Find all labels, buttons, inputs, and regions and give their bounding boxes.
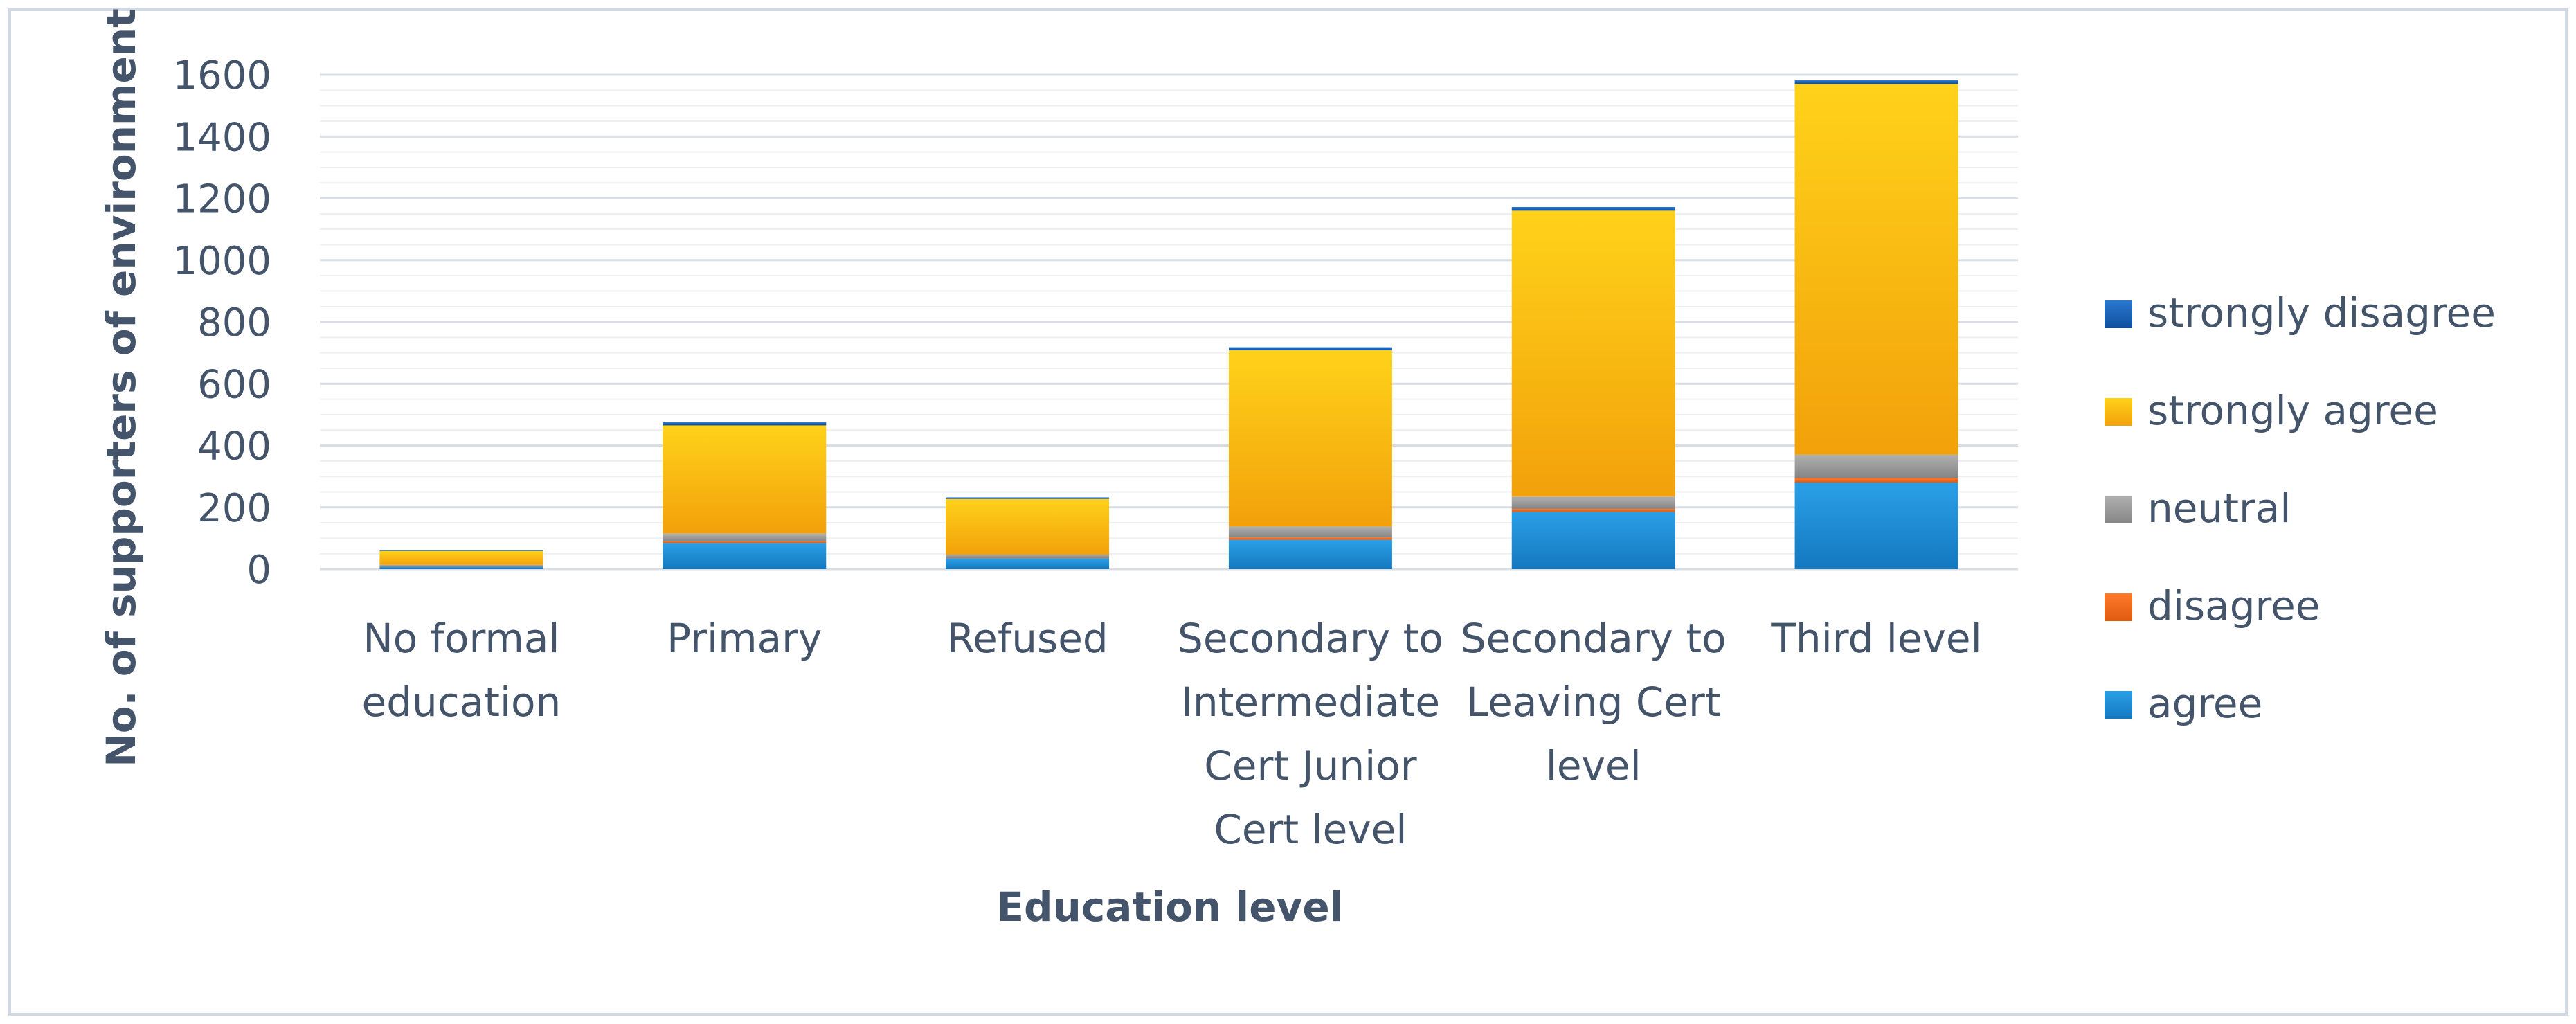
bar-disagree-3 (1228, 537, 1392, 540)
legend-label-strongly-agree: strongly agree (2147, 387, 2438, 434)
bar-strongly-agree-2 (946, 498, 1110, 555)
legend-label-neutral: neutral (2147, 485, 2291, 532)
bar-strongly-agree-0 (379, 550, 543, 565)
bar-agree-4 (1511, 512, 1675, 569)
bar-agree-2 (946, 558, 1110, 569)
bar-strongly-disagree-2 (946, 497, 1110, 499)
x-tick-label: Secondary to Leaving Cert level (1461, 615, 1727, 789)
bar-strongly-disagree-5 (1794, 80, 1958, 84)
legend-label-disagree: disagree (2147, 582, 2320, 629)
bar-strongly-disagree-3 (1228, 347, 1392, 351)
bar-neutral-4 (1511, 496, 1675, 509)
y-tick-label: 1200 (172, 177, 271, 222)
bar-neutral-1 (663, 533, 827, 541)
y-tick-label: 600 (197, 362, 271, 407)
bars (379, 80, 1958, 569)
x-axis-labels: No formal education Primary Refused Secondar… (362, 615, 1982, 853)
bar-strongly-agree-3 (1228, 350, 1392, 527)
y-tick-label: 400 (197, 424, 271, 469)
y-axis-title: No. of supporters of environment (98, 8, 145, 767)
x-tick-label: Third level (1770, 615, 1981, 662)
bar-neutral-0 (379, 564, 543, 566)
y-tick-label: 0 (246, 548, 271, 593)
x-tick-label: Refused (946, 615, 1108, 662)
bar-disagree-1 (663, 541, 827, 544)
legend-swatch-neutral (2105, 496, 2132, 523)
grid (320, 73, 2018, 571)
y-tick-label: 200 (197, 486, 271, 531)
bar-neutral-3 (1228, 526, 1392, 538)
x-axis-title: Education level (996, 883, 1343, 931)
bar-strongly-agree-1 (663, 425, 827, 534)
bar-agree-0 (379, 566, 543, 569)
legend-label-strongly-disagree: strongly disagree (2147, 289, 2496, 336)
bar-neutral-5 (1794, 454, 1958, 478)
bar-agree-5 (1794, 483, 1958, 569)
y-tick-label: 1000 (172, 239, 271, 284)
x-tick-label: Primary (667, 615, 822, 662)
bar-strongly-agree-4 (1511, 210, 1675, 497)
legend-swatch-disagree (2105, 593, 2132, 621)
x-tick-label: Secondary to Intermediate Cert Junior Cert … (1178, 615, 1443, 853)
y-axis-ticks: 0 200 400 600 800 1000 1200 1400 1600 (172, 53, 271, 593)
bar-disagree-5 (1794, 478, 1958, 483)
legend-label-agree: agree (2147, 680, 2262, 727)
legend-swatch-agree (2105, 691, 2132, 719)
bar-strongly-disagree-4 (1511, 206, 1675, 211)
bar-agree-3 (1228, 539, 1392, 569)
legend-swatch-strongly-disagree (2105, 300, 2132, 328)
bar-agree-1 (663, 543, 827, 569)
y-tick-label: 800 (197, 300, 271, 345)
y-tick-label: 1600 (172, 53, 271, 98)
legend-swatch-strongly-agree (2105, 398, 2132, 426)
y-tick-label: 1400 (172, 115, 271, 160)
bar-strongly-agree-5 (1794, 84, 1958, 455)
bar-strongly-disagree-1 (663, 422, 827, 426)
bar-disagree-2 (946, 557, 1110, 559)
legend: strongly disagree strongly agree neutral di… (2105, 289, 2496, 727)
bar-neutral-2 (946, 555, 1110, 558)
bar-disagree-4 (1511, 508, 1675, 512)
x-tick-label: No formal education (362, 615, 561, 726)
